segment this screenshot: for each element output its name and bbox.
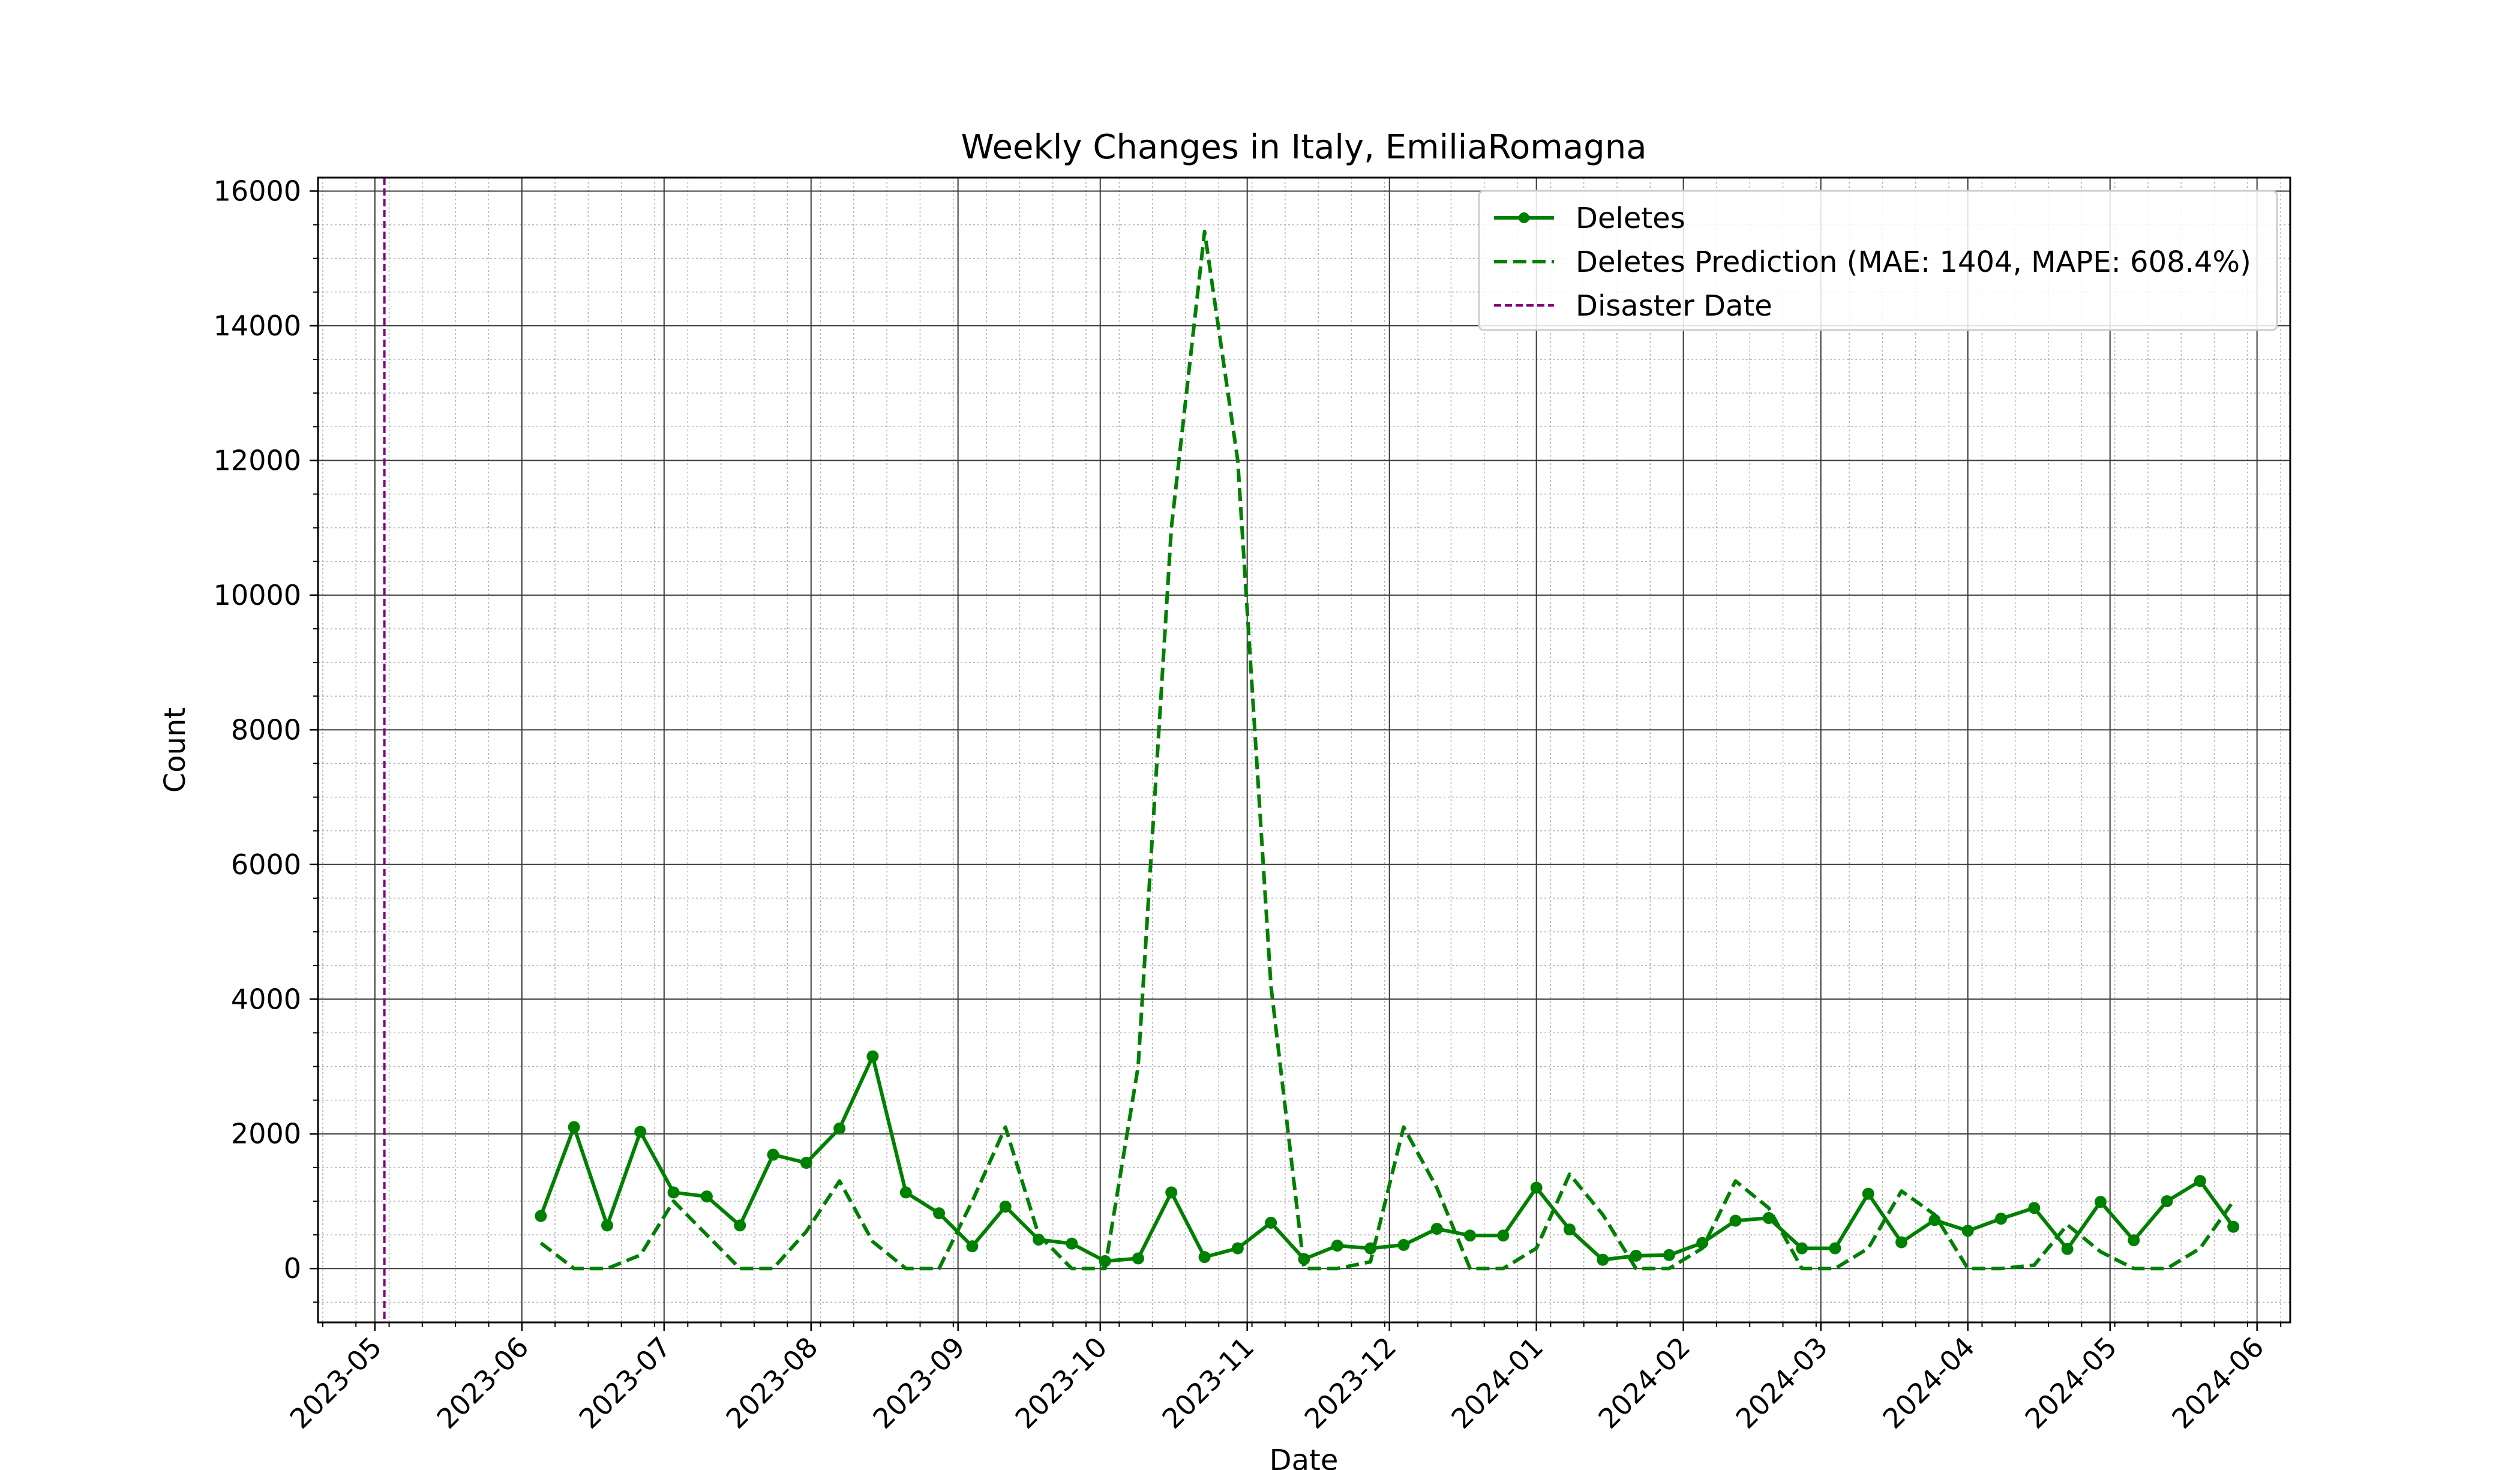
deletes-point bbox=[1165, 1186, 1178, 1199]
deletes-series-line bbox=[539, 1054, 2235, 1263]
x-axis-label: Date bbox=[1270, 1444, 1339, 1470]
deletes-point bbox=[1298, 1253, 1310, 1265]
deletes-point bbox=[933, 1207, 946, 1220]
deletes-point bbox=[1231, 1242, 1244, 1255]
y-tick-label: 0 bbox=[284, 1252, 301, 1285]
deletes-point bbox=[1530, 1181, 1543, 1194]
deletes-point bbox=[1961, 1225, 1974, 1237]
deletes-point bbox=[800, 1157, 812, 1169]
deletes-point bbox=[1597, 1253, 1609, 1266]
deletes-point bbox=[568, 1121, 580, 1133]
deletes-point bbox=[1928, 1214, 1941, 1226]
deletes-point bbox=[1364, 1242, 1377, 1255]
deletes-point bbox=[2094, 1196, 2107, 1208]
deletes-point bbox=[1762, 1212, 1775, 1225]
y-tick-label: 4000 bbox=[231, 983, 301, 1015]
deletes-point bbox=[1497, 1229, 1510, 1242]
deletes-point bbox=[1729, 1214, 1742, 1227]
deletes-point bbox=[1796, 1242, 1808, 1255]
legend-box bbox=[1478, 190, 2278, 331]
deletes-point bbox=[1430, 1222, 1443, 1235]
deletes-point bbox=[1696, 1237, 1709, 1249]
deletes-point bbox=[1265, 1216, 1277, 1229]
y-tick-label: 12000 bbox=[214, 444, 301, 476]
deletes-point bbox=[700, 1190, 713, 1203]
legend: Deletes Deletes Prediction (MAE: 1404, M… bbox=[1478, 190, 2278, 331]
legend-prediction-label: Deletes Prediction (MAE: 1404, MAPE: 608… bbox=[1576, 245, 2251, 279]
deletes-point bbox=[1198, 1251, 1211, 1264]
deletes-point bbox=[1066, 1237, 1078, 1250]
legend-deletes-marker bbox=[1519, 212, 1529, 223]
deletes-point bbox=[1862, 1187, 1874, 1200]
deletes-point bbox=[1630, 1249, 1642, 1262]
deletes-point bbox=[2194, 1175, 2206, 1187]
y-tick-label: 10000 bbox=[214, 579, 301, 611]
deletes-point bbox=[2061, 1243, 2074, 1255]
chart-title: Weekly Changes in Italy, EmiliaRomagna bbox=[961, 128, 1646, 167]
deletes-point bbox=[2227, 1220, 2240, 1233]
deletes-point bbox=[601, 1219, 613, 1232]
deletes-point bbox=[535, 1210, 547, 1222]
plot-lines bbox=[383, 178, 2240, 1322]
deletes-point bbox=[966, 1240, 979, 1253]
legend-disaster-label: Disaster Date bbox=[1576, 289, 1772, 323]
deletes-point bbox=[2161, 1195, 2173, 1207]
y-tick-label: 6000 bbox=[231, 848, 301, 881]
deletes-point bbox=[634, 1126, 647, 1138]
y-tick-label: 2000 bbox=[231, 1118, 301, 1150]
deletes-point bbox=[667, 1186, 680, 1199]
deletes-point bbox=[1033, 1233, 1045, 1246]
deletes-point bbox=[1995, 1213, 2008, 1225]
legend-deletes-label: Deletes bbox=[1576, 202, 1685, 235]
deletes-point bbox=[1663, 1249, 1675, 1261]
deletes-point bbox=[734, 1219, 746, 1232]
y-axis: 0 2000 4000 6000 8000 10000 12000 14000 16000 bbox=[214, 175, 318, 1303]
deletes-point bbox=[2128, 1234, 2140, 1247]
y-tick-label: 14000 bbox=[214, 310, 301, 342]
deletes-point bbox=[767, 1148, 779, 1161]
deletes-point bbox=[1099, 1255, 1111, 1267]
deletes-point bbox=[1464, 1229, 1477, 1242]
deletes-point bbox=[1132, 1252, 1144, 1265]
plot-frame bbox=[317, 176, 2291, 1324]
deletes-point bbox=[1829, 1242, 1841, 1255]
y-tick-label: 16000 bbox=[214, 175, 301, 207]
deletes-point bbox=[833, 1122, 846, 1135]
deletes-point bbox=[899, 1186, 912, 1199]
minor-grid bbox=[318, 178, 2290, 1322]
y-tick-label: 8000 bbox=[231, 713, 301, 746]
deletes-point bbox=[866, 1050, 879, 1063]
prediction-series-line bbox=[539, 229, 2235, 1271]
deletes-point bbox=[1331, 1240, 1343, 1252]
y-axis-label: Count bbox=[158, 707, 192, 793]
deletes-point bbox=[1397, 1238, 1410, 1251]
deletes-point bbox=[999, 1200, 1012, 1213]
deletes-point bbox=[1563, 1223, 1576, 1236]
deletes-point bbox=[2028, 1202, 2041, 1214]
deletes-point bbox=[1895, 1236, 1908, 1249]
